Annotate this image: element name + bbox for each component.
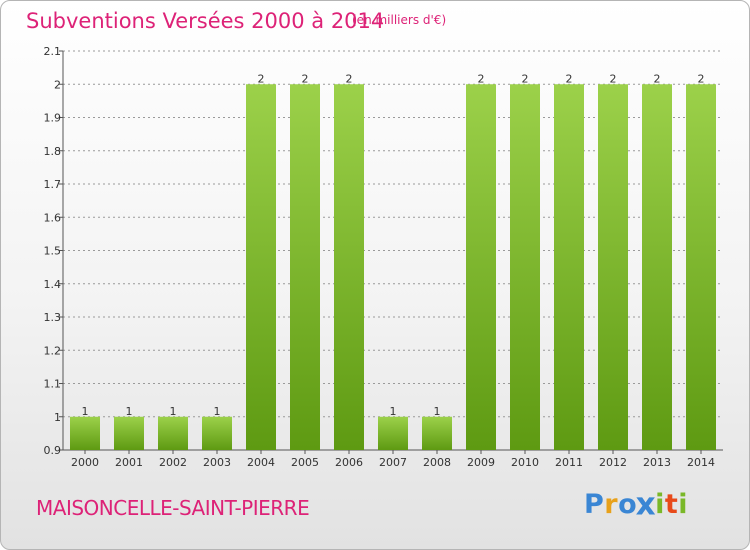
y-tick-label: 0.9 <box>44 444 62 457</box>
bar-2004 <box>246 84 276 450</box>
logo-letter: i <box>678 489 689 520</box>
bars <box>70 84 716 450</box>
x-tick-label-2003: 2003 <box>203 456 231 469</box>
y-tick-label: 1.3 <box>44 311 62 324</box>
data-label-2008: 1 <box>434 405 441 418</box>
data-label-2002: 1 <box>170 405 177 418</box>
y-tick-label: 1.8 <box>44 145 62 158</box>
data-label-2005: 2 <box>302 72 309 85</box>
data-label-2004: 2 <box>258 72 265 85</box>
x-tick-label-2011: 2011 <box>555 456 583 469</box>
x-tick-label-2001: 2001 <box>115 456 143 469</box>
y-tick-label: 1.1 <box>44 378 62 391</box>
x-tick-label-2013: 2013 <box>643 456 671 469</box>
logo-letter: i <box>655 489 665 520</box>
data-label-2003: 1 <box>214 405 221 418</box>
bar-2013 <box>642 84 672 450</box>
x-tick-label-2006: 2006 <box>335 456 363 469</box>
y-tick-label: 1.6 <box>44 211 62 224</box>
data-label-2012: 2 <box>610 72 617 85</box>
logo-letter: x <box>635 486 657 523</box>
y-tick-label: 1.7 <box>44 178 62 191</box>
proxiti-logo: Proxiti <box>584 486 689 523</box>
bar-2002 <box>158 416 188 450</box>
logo-letter: r <box>604 489 619 520</box>
x-tick-label-2014: 2014 <box>687 456 715 469</box>
data-label-2006: 2 <box>346 72 353 85</box>
logo-letter: t <box>664 489 679 520</box>
y-tick-label: 1 <box>54 411 61 424</box>
labels: 0.9 1 1.1 1.2 1.3 1.4 1.5 1.6 1.7 1.8 1.9 2 2.1 1 2000… <box>44 45 716 469</box>
bar-2006 <box>334 84 364 450</box>
x-tick-label-2007: 2007 <box>379 456 407 469</box>
x-tick-label-2004: 2004 <box>247 456 275 469</box>
x-tick-label-2010: 2010 <box>511 456 539 469</box>
data-label-2014: 2 <box>698 72 705 85</box>
data-label-2007: 1 <box>390 405 397 418</box>
bar-2001 <box>114 416 144 450</box>
bar-2014 <box>686 84 716 450</box>
x-tick-label-2000: 2000 <box>71 456 99 469</box>
bar-2012 <box>598 84 628 450</box>
x-tick-label-2009: 2009 <box>467 456 495 469</box>
bar-2000 <box>70 416 100 450</box>
logo-letter: P <box>584 489 605 520</box>
data-label-2000: 1 <box>82 405 89 418</box>
x-tick-label-2005: 2005 <box>291 456 319 469</box>
town-name: MAISONCELLE-SAINT-PIERRE <box>36 496 310 520</box>
bar-2007 <box>378 416 408 450</box>
y-tick-label: 2.1 <box>44 45 62 58</box>
data-label-2001: 1 <box>126 405 133 418</box>
data-label-2009: 2 <box>478 72 485 85</box>
logo-letter: o <box>618 489 638 520</box>
bar-2003 <box>202 416 232 450</box>
y-tick-label: 1.4 <box>44 278 62 291</box>
x-tick-label-2008: 2008 <box>423 456 451 469</box>
y-tick-label: 1.9 <box>44 112 62 125</box>
bar-2008 <box>422 416 452 450</box>
y-tick-label: 1.5 <box>44 245 62 258</box>
bar-2010 <box>510 84 540 450</box>
y-tick-label: 1.2 <box>44 344 62 357</box>
chart-title: Subventions Versées 2000 à 2014 <box>26 9 385 33</box>
bar-2011 <box>554 84 584 450</box>
chart-unit: (en milliers d'€) <box>352 13 447 27</box>
data-label-2010: 2 <box>522 72 529 85</box>
y-tick-label: 2 <box>54 78 61 91</box>
data-label-2011: 2 <box>566 72 573 85</box>
x-tick-label-2012: 2012 <box>599 456 627 469</box>
x-tick-label-2002: 2002 <box>159 456 187 469</box>
bar-2009 <box>466 84 496 450</box>
bar-2005 <box>290 84 320 450</box>
data-label-2013: 2 <box>654 72 661 85</box>
